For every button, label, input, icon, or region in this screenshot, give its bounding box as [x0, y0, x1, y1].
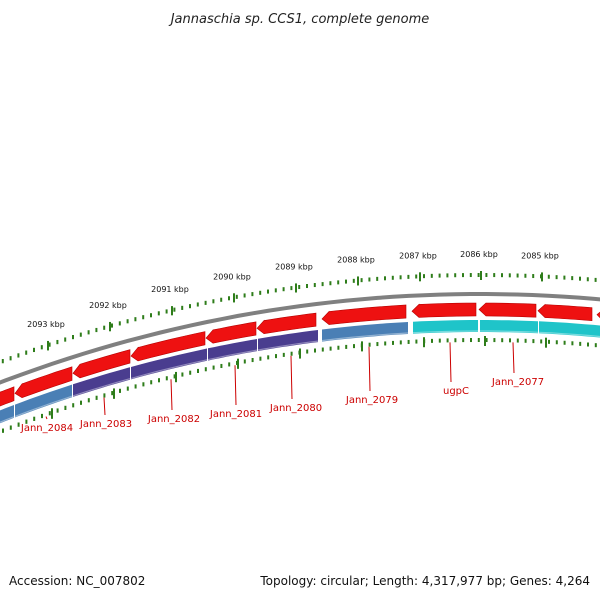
gene-label-leader [290, 355, 293, 400]
gene-arrow [321, 304, 407, 325]
backbone-ring [0, 292, 600, 385]
gene-category-block [208, 339, 257, 361]
gene-label: Jann_2084 [20, 423, 73, 434]
gene-label-leader [368, 346, 371, 392]
gene-category-ring [0, 320, 600, 424]
gene-arrow [72, 349, 131, 379]
gene-arrow [256, 312, 317, 335]
gene-category-highlight [321, 332, 409, 342]
gene-category-block [258, 330, 318, 351]
gene-category-block [15, 384, 72, 418]
tick-label: 2089 kbp [275, 263, 313, 272]
gene-label: Jann_2080 [269, 403, 322, 414]
gene-arrow [205, 321, 257, 344]
gene-label: Jann_2083 [79, 419, 132, 430]
kbp-scale: 2093 kbp 2092 kbp 2091 kbp 2090 kbp 2089 kbp… [1, 250, 597, 364]
gene-category-highlight [130, 359, 208, 379]
gene-category-block [413, 320, 478, 334]
backbone-line [0, 292, 600, 385]
gene-label-leader [45, 416, 48, 420]
gene-labels: Jann_2084 Jann_2083 Jann_2082 Jann_2081 Jann… [20, 342, 544, 434]
gene-category-highlight [72, 378, 131, 397]
gene-arrow [537, 303, 593, 322]
gene-category-highlight [412, 330, 479, 334]
gene-category-block [480, 320, 538, 334]
gene-arrow [596, 311, 600, 319]
gene-category-highlight [480, 330, 539, 333]
gene-label: ugpC [443, 386, 469, 397]
gene-category-highlight [0, 416, 15, 423]
tick-label: 2085 kbp [521, 251, 559, 260]
gene-category-highlight [207, 349, 258, 361]
forward-strand-genes [0, 302, 600, 407]
gene-category-highlight [257, 340, 319, 351]
gene-category-block [0, 405, 14, 424]
gene-arrow [411, 302, 477, 318]
gene-category-block [131, 348, 207, 380]
tick-label: 2090 kbp [213, 272, 251, 281]
tick-label: 2087 kbp [399, 251, 437, 260]
gene-label: Jann_2082 [147, 414, 200, 425]
gene-label-leader [449, 342, 452, 383]
gene-arrow [478, 302, 537, 318]
gene-label-leader [234, 365, 237, 406]
inner-tick-ring [2, 336, 597, 433]
map-title: Jannaschia sp. CCS1, complete genome [168, 12, 430, 27]
gene-category-block [322, 322, 408, 342]
gene-label-leader [512, 342, 515, 374]
gene-arrow [0, 386, 15, 407]
tick-label: 2093 kbp [27, 320, 65, 329]
gene-category-highlight [14, 395, 73, 417]
gene-label: Jann_2077 [491, 377, 544, 388]
tick-label: 2086 kbp [460, 250, 498, 259]
gene-arrow [14, 366, 73, 399]
gene-category-block [539, 321, 600, 338]
gene-category-block [73, 367, 130, 397]
gene-arrow [130, 331, 206, 362]
gene-label: Jann_2081 [209, 409, 262, 420]
gene-label-leader [103, 397, 106, 416]
genome-stats-text: Topology: circular; Length: 4,317,977 bp… [260, 574, 590, 588]
tick-label: 2088 kbp [337, 256, 375, 265]
tick-label: 2091 kbp [151, 285, 189, 294]
gene-label: Jann_2079 [345, 395, 398, 406]
tick-label: 2092 kbp [89, 301, 127, 310]
accession-text: Accession: NC_007802 [9, 574, 146, 588]
gene-label-leader [170, 379, 173, 411]
